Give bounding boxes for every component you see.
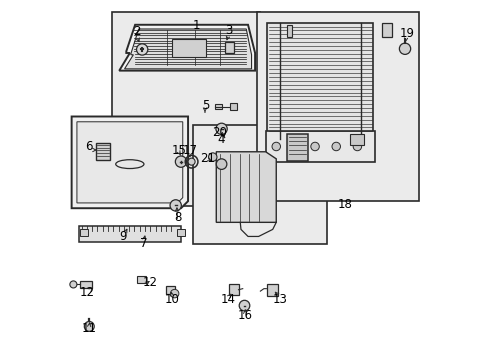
Bar bbox=[230, 103, 236, 110]
Text: 18: 18 bbox=[337, 198, 352, 211]
Text: 6: 6 bbox=[85, 140, 93, 153]
Text: 15: 15 bbox=[171, 144, 186, 157]
Bar bbox=[267, 284, 278, 296]
Circle shape bbox=[175, 156, 186, 167]
Circle shape bbox=[331, 142, 340, 151]
Text: 12: 12 bbox=[142, 276, 157, 289]
Text: 2: 2 bbox=[133, 25, 141, 38]
Text: 9: 9 bbox=[119, 230, 126, 243]
Bar bbox=[81, 229, 87, 236]
Bar bbox=[349, 134, 364, 145]
Bar bbox=[177, 229, 184, 236]
Text: 3: 3 bbox=[224, 23, 232, 37]
Text: 17: 17 bbox=[182, 144, 197, 157]
Bar bbox=[256, 12, 418, 201]
Polygon shape bbox=[124, 29, 251, 69]
Bar bbox=[267, 23, 372, 139]
Text: 1: 1 bbox=[193, 19, 200, 32]
Bar bbox=[286, 134, 307, 161]
Bar bbox=[214, 104, 222, 109]
Text: 13: 13 bbox=[272, 293, 286, 306]
Bar bbox=[96, 143, 110, 160]
Bar bbox=[172, 39, 205, 57]
Polygon shape bbox=[119, 25, 255, 71]
Circle shape bbox=[271, 142, 280, 151]
Circle shape bbox=[399, 43, 410, 54]
Bar bbox=[224, 42, 233, 53]
Circle shape bbox=[136, 44, 147, 55]
Bar bbox=[137, 276, 145, 283]
Circle shape bbox=[208, 153, 217, 161]
Text: 8: 8 bbox=[173, 211, 181, 224]
Bar bbox=[265, 131, 374, 162]
Bar bbox=[381, 23, 391, 37]
Polygon shape bbox=[71, 117, 188, 208]
Text: 21: 21 bbox=[200, 152, 215, 165]
Circle shape bbox=[170, 200, 181, 211]
Text: 16: 16 bbox=[237, 309, 252, 322]
Text: 10: 10 bbox=[164, 293, 179, 306]
Bar bbox=[166, 286, 174, 294]
Circle shape bbox=[216, 123, 227, 135]
Text: 5: 5 bbox=[202, 99, 209, 112]
Polygon shape bbox=[77, 122, 183, 203]
Circle shape bbox=[352, 142, 361, 151]
Text: 19: 19 bbox=[399, 27, 413, 40]
Bar bbox=[112, 12, 260, 206]
Circle shape bbox=[84, 321, 94, 331]
Text: 11: 11 bbox=[81, 322, 97, 335]
Bar bbox=[193, 125, 327, 243]
Circle shape bbox=[216, 159, 226, 170]
Circle shape bbox=[239, 300, 249, 311]
Text: 20: 20 bbox=[212, 126, 227, 139]
Circle shape bbox=[289, 142, 298, 151]
Circle shape bbox=[170, 289, 179, 298]
Circle shape bbox=[188, 158, 195, 165]
Bar bbox=[79, 226, 181, 242]
Circle shape bbox=[310, 142, 319, 151]
Text: 4: 4 bbox=[217, 133, 225, 146]
Bar bbox=[81, 280, 92, 288]
Bar bbox=[286, 25, 291, 37]
Text: 7: 7 bbox=[140, 237, 147, 250]
Circle shape bbox=[70, 281, 77, 288]
Polygon shape bbox=[216, 152, 276, 222]
Text: 14: 14 bbox=[221, 293, 236, 306]
Text: 12: 12 bbox=[80, 287, 95, 300]
Bar bbox=[228, 284, 238, 295]
